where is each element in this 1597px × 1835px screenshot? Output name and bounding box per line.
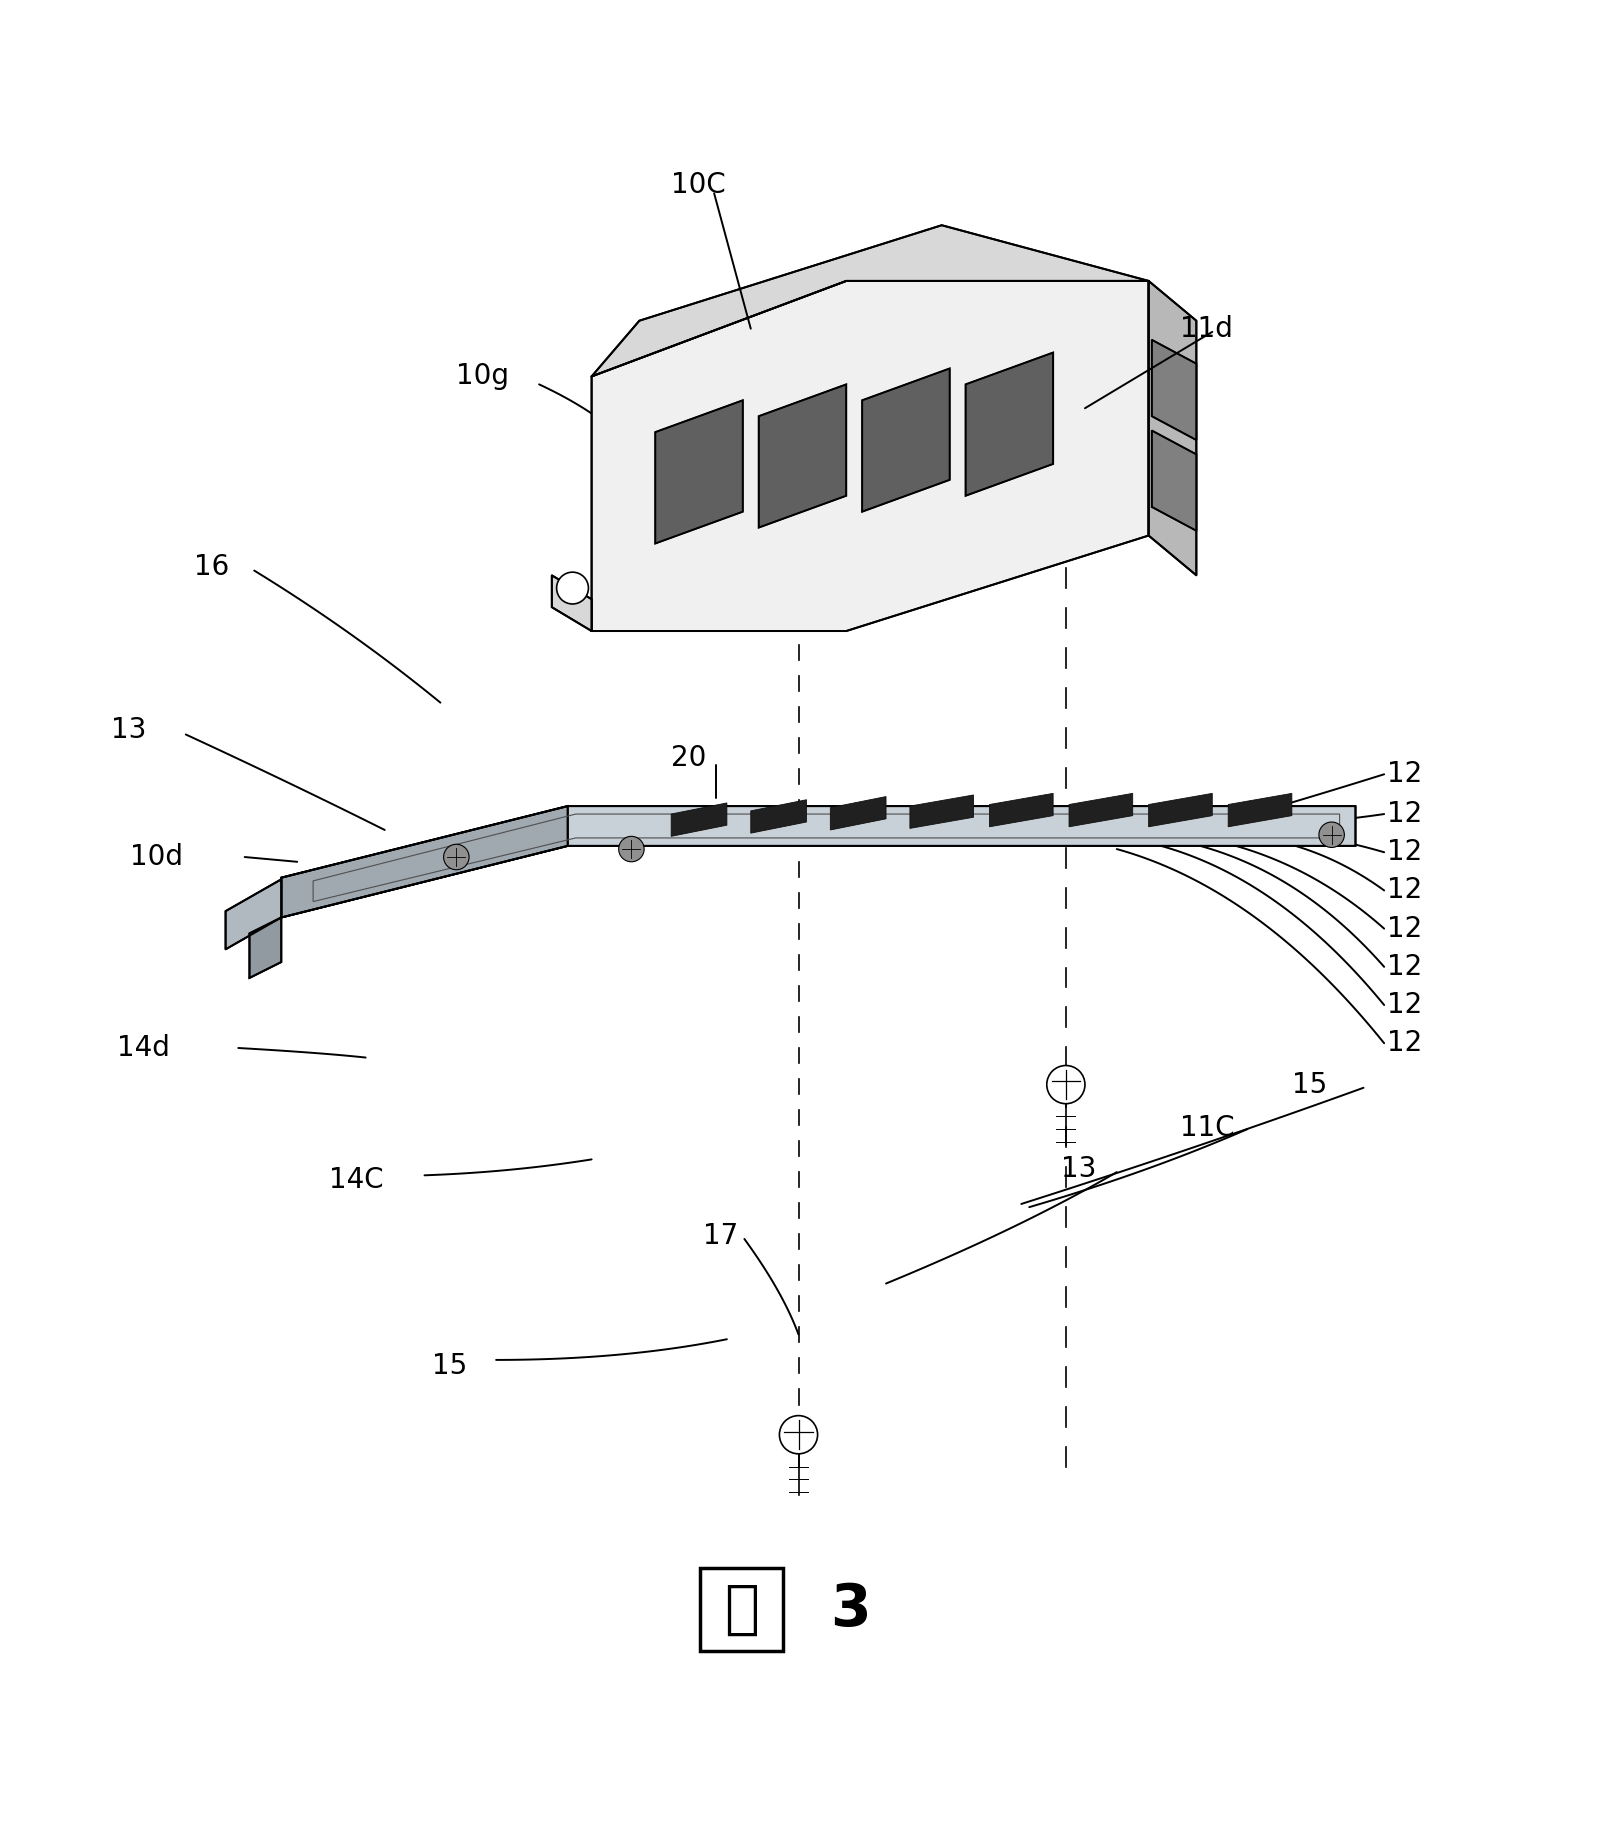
Polygon shape <box>830 796 886 829</box>
Polygon shape <box>671 804 727 837</box>
Polygon shape <box>249 918 281 978</box>
Polygon shape <box>1151 431 1196 530</box>
Text: 11d: 11d <box>1180 314 1233 343</box>
Text: 15: 15 <box>433 1352 468 1380</box>
Text: 12: 12 <box>1388 952 1423 982</box>
Text: 12: 12 <box>1388 914 1423 943</box>
Text: 10C: 10C <box>671 171 727 200</box>
Text: 12: 12 <box>1388 800 1423 828</box>
Circle shape <box>1046 1066 1084 1103</box>
Text: 12: 12 <box>1388 877 1423 905</box>
Text: 14C: 14C <box>329 1165 383 1195</box>
Text: 20: 20 <box>671 745 706 773</box>
Polygon shape <box>862 369 950 512</box>
Text: 图: 图 <box>723 1582 759 1639</box>
Polygon shape <box>910 795 974 828</box>
Text: 12: 12 <box>1388 1029 1423 1057</box>
Circle shape <box>557 573 588 604</box>
Polygon shape <box>759 384 846 528</box>
Text: 13: 13 <box>1060 1154 1097 1184</box>
Circle shape <box>618 837 644 862</box>
Polygon shape <box>1068 793 1132 828</box>
Polygon shape <box>1151 339 1196 440</box>
Polygon shape <box>655 400 743 543</box>
Polygon shape <box>225 879 281 949</box>
Polygon shape <box>966 352 1052 495</box>
Circle shape <box>779 1415 818 1453</box>
Polygon shape <box>281 806 1356 918</box>
Polygon shape <box>1148 281 1196 576</box>
Text: 15: 15 <box>1292 1070 1327 1099</box>
Text: 16: 16 <box>193 554 228 582</box>
Polygon shape <box>553 576 591 631</box>
Text: 3: 3 <box>830 1582 870 1639</box>
Text: 14d: 14d <box>117 1033 171 1062</box>
Polygon shape <box>990 793 1052 828</box>
Circle shape <box>1319 822 1345 848</box>
Polygon shape <box>1148 793 1212 828</box>
Text: 13: 13 <box>112 716 147 743</box>
Polygon shape <box>751 800 806 833</box>
Polygon shape <box>281 806 569 918</box>
Polygon shape <box>1228 793 1292 828</box>
Text: 10g: 10g <box>457 361 509 391</box>
Polygon shape <box>591 281 1148 631</box>
Circle shape <box>444 844 470 870</box>
Polygon shape <box>591 226 1148 376</box>
FancyBboxPatch shape <box>699 1569 783 1652</box>
Text: 17: 17 <box>703 1222 738 1250</box>
Text: 12: 12 <box>1388 839 1423 866</box>
Text: 12: 12 <box>1388 991 1423 1018</box>
Text: 11C: 11C <box>1180 1114 1234 1141</box>
Text: 12: 12 <box>1388 760 1423 789</box>
Text: 10d: 10d <box>129 842 184 872</box>
